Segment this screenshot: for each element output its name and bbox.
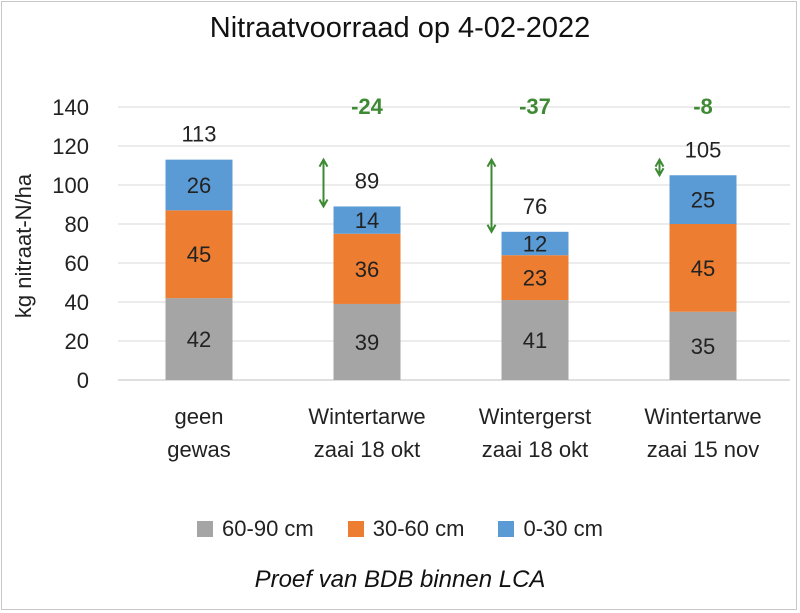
difference-arrow-head-down <box>654 167 665 178</box>
chart-title: Nitraatvoorraad op 4-02-2022 <box>209 12 591 44</box>
legend-swatch-30-60 <box>347 521 364 537</box>
category-label: Wintertarwe <box>308 404 425 429</box>
data-label: 41 <box>523 328 547 353</box>
legend: 60-90 cm 30-60 cm 0-30 cm <box>0 516 800 542</box>
bar-segment <box>669 224 737 312</box>
category-label: Wintertarwe <box>644 404 761 429</box>
difference-label: -37 <box>519 94 551 119</box>
difference-arrow-head-down <box>318 198 329 209</box>
y-tick-label: 60 <box>65 251 89 276</box>
y-tick-label: 80 <box>65 212 89 237</box>
category-label: gewas <box>167 437 231 462</box>
category-label: geen <box>175 404 224 429</box>
bar-segment <box>501 255 569 301</box>
y-axis-label: kg nitraat-N/ha <box>11 173 36 318</box>
legend-item-60-90: 60-90 cm <box>197 516 314 542</box>
total-label: 76 <box>523 194 547 219</box>
data-label: 35 <box>691 334 715 359</box>
data-label: 45 <box>187 242 211 267</box>
data-label: 45 <box>691 256 715 281</box>
bar-segment <box>165 298 233 380</box>
chart-subtitle: Proef van BDB binnen LCA <box>254 566 546 593</box>
difference-arrow-head-down <box>486 224 497 234</box>
data-label: 36 <box>355 257 379 282</box>
bar-segment <box>501 231 569 256</box>
difference-label: -24 <box>351 94 384 119</box>
data-label: 23 <box>523 266 547 291</box>
total-label: 89 <box>355 168 379 193</box>
bars <box>165 159 737 380</box>
bar-segment <box>669 311 737 380</box>
total-label: 113 <box>181 122 216 147</box>
y-tick-label: 140 <box>52 95 89 120</box>
category-label: zaai 18 okt <box>482 437 588 462</box>
category-label: Wintergerst <box>479 404 591 429</box>
bar-segment <box>501 300 569 380</box>
legend-label-30-60: 30-60 cm <box>372 516 465 541</box>
data-label: 42 <box>187 327 211 352</box>
legend-label-60-90: 60-90 cm <box>222 516 314 541</box>
y-tick-label: 40 <box>65 290 89 315</box>
data-label: 25 <box>691 188 715 213</box>
category-label: zaai 18 okt <box>314 437 420 462</box>
bar-segment <box>669 175 737 224</box>
y-tick-label: 120 <box>52 134 89 159</box>
bar-segment <box>333 233 401 304</box>
legend-swatch-0-30 <box>498 521 515 537</box>
difference-arrow-head-up <box>318 157 329 168</box>
bar-segment <box>333 206 401 234</box>
legend-item-30-60: 30-60 cm <box>347 516 465 542</box>
y-tick-label: 20 <box>65 329 89 354</box>
legend-item-0-30: 0-30 cm <box>498 516 603 542</box>
data-label: 12 <box>523 232 547 257</box>
y-tick-label: 0 <box>77 368 89 393</box>
difference-arrow-head-up <box>654 157 665 168</box>
data-label: 26 <box>187 173 211 198</box>
bar-segment <box>165 159 233 211</box>
data-label: 39 <box>355 330 379 355</box>
y-tick-label: 100 <box>52 173 89 198</box>
data-label: 14 <box>355 208 379 233</box>
stacked-bar-chart: 0 20 40 60 80 100 120 140 42 45 26 113 geen gewas 39 36… <box>11 94 790 462</box>
labels: 0 20 40 60 80 100 120 140 42 45 26 113 geen gewas 39 36… <box>52 94 761 462</box>
difference-label: -8 <box>693 94 713 119</box>
legend-swatch-60-90 <box>197 521 214 537</box>
category-label: zaai 15 nov <box>647 437 760 462</box>
bar-segment <box>165 210 233 299</box>
bar-segment <box>333 303 401 380</box>
difference-arrow-head-up <box>486 157 497 168</box>
total-label: 105 <box>685 137 722 162</box>
legend-label-0-30: 0-30 cm <box>523 516 603 541</box>
